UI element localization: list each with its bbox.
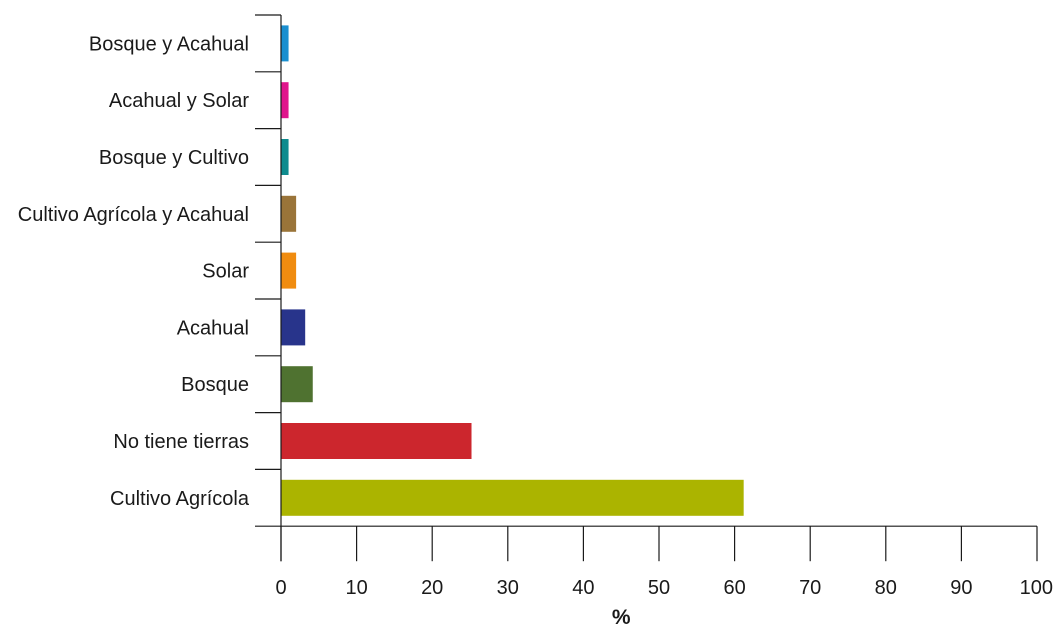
bar [281,366,313,403]
x-tick-label: 100 [1020,577,1053,599]
bar [281,82,289,119]
category-label: Bosque [181,374,249,396]
x-tick-label: 70 [799,577,821,599]
bar [281,25,289,62]
x-tick-label: 10 [345,577,367,599]
y-axis-ticks [255,14,281,470]
x-tick-label: 90 [950,577,972,599]
category-label: Cultivo Agrícola [110,488,250,510]
bar [281,139,289,175]
x-tick-label: 60 [723,577,745,599]
x-tick-label: 0 [275,577,286,599]
category-label: Cultivo Agrícola y Acahual [18,204,249,226]
x-axis-title: % [612,606,631,629]
category-label: Solar [202,261,249,283]
axes-group [255,15,1037,562]
category-labels: Bosque y Acahual Acahual y Solar Bosque y … [18,33,250,509]
category-label: Bosque y Cultivo [99,147,249,169]
bar [281,195,297,232]
x-tick-label: 40 [572,577,594,599]
category-label: Acahual y Solar [109,90,249,112]
x-tick-label: 20 [421,577,443,599]
bar [281,309,306,346]
bar [281,479,744,516]
category-label: Bosque y Acahual [89,33,249,55]
category-label: No tiene tierras [113,431,249,453]
x-tick-label: 80 [875,577,897,599]
x-tick-label: 30 [497,577,519,599]
x-tick-label: 50 [648,577,670,599]
x-axis-ticks [280,526,1038,562]
bars-group [281,25,744,516]
bar [281,423,472,459]
bar [281,252,297,289]
x-tick-labels: 0 10 20 30 40 50 60 70 80 90 100 [275,577,1053,599]
category-label: Acahual [177,317,249,339]
